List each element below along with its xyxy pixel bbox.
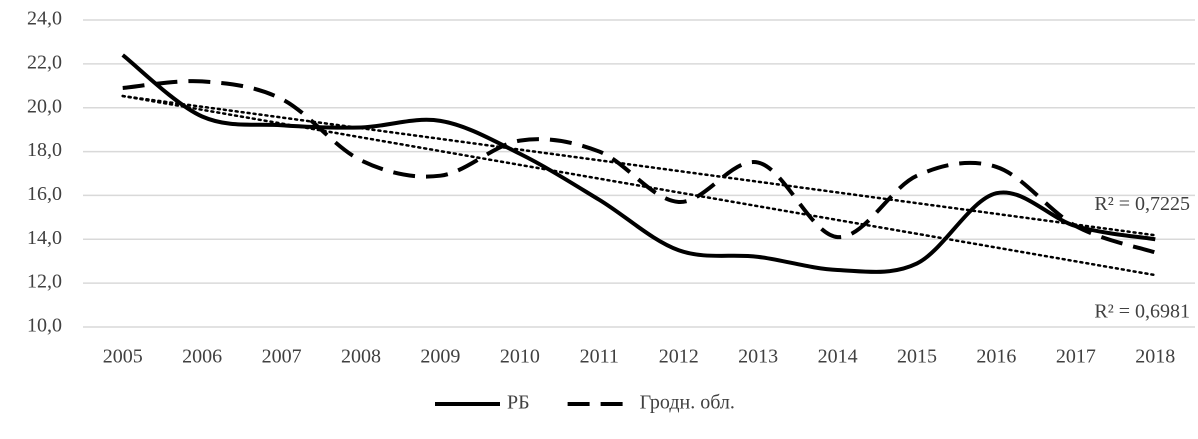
trendline [121, 94, 1157, 237]
y-tick-label: 24,0 [27, 8, 62, 30]
x-tick-label: 2016 [976, 346, 1016, 368]
x-tick-label: 2009 [420, 346, 460, 368]
trendline-label: R² = 0,7225 [1094, 193, 1190, 215]
y-tick-label: 10,0 [27, 315, 62, 337]
x-tick-label: 2014 [818, 346, 858, 368]
x-tick-label: 2012 [659, 346, 699, 368]
x-tick-label: 2011 [580, 346, 619, 368]
x-tick-label: 2005 [103, 346, 143, 368]
x-tick-label: 2017 [1056, 346, 1096, 368]
y-tick-label: 20,0 [27, 95, 62, 117]
x-tick-label: 2010 [500, 346, 540, 368]
series-line [121, 53, 1156, 274]
x-tick-label: 2008 [341, 346, 381, 368]
y-tick-label: 22,0 [27, 51, 62, 73]
trendline-label: R² = 0,6981 [1094, 301, 1190, 323]
y-tick-label: 14,0 [27, 227, 62, 249]
x-tick-label: 2013 [738, 346, 778, 368]
x-tick-label: 2015 [897, 346, 937, 368]
y-tick-label: 12,0 [27, 271, 62, 293]
legend-label: Гродн. обл. [640, 392, 735, 414]
legend-label: РБ [507, 392, 530, 414]
y-tick-label: 16,0 [27, 183, 62, 205]
trendline [121, 94, 1157, 277]
x-tick-label: 2006 [182, 346, 222, 368]
x-tick-label: 2018 [1135, 346, 1175, 368]
x-tick-label: 2007 [262, 346, 302, 368]
y-tick-label: 18,0 [27, 139, 62, 161]
